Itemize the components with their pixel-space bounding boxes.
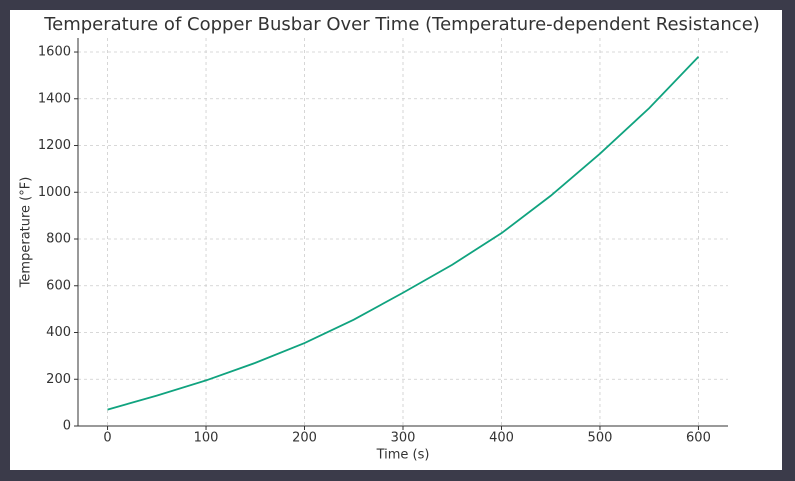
- chart-background: [10, 10, 782, 470]
- y-tick-label: 200: [46, 372, 71, 387]
- y-tick-label: 600: [46, 278, 71, 293]
- chart-title: Temperature of Copper Busbar Over Time (…: [43, 14, 760, 35]
- x-tick-label: 0: [103, 431, 111, 446]
- y-tick-label: 1000: [38, 185, 71, 200]
- y-tick-label: 1400: [38, 91, 71, 106]
- x-tick-label: 100: [194, 431, 219, 446]
- y-tick-label: 800: [46, 232, 71, 247]
- x-tick-label: 300: [391, 431, 416, 446]
- x-tick-label: 400: [489, 431, 514, 446]
- x-tick-label: 500: [588, 431, 613, 446]
- y-axis-label: Temperature (°F): [19, 177, 34, 289]
- y-tick-label: 0: [63, 419, 71, 434]
- data-line: [107, 56, 700, 411]
- x-axis-label: Time (s): [376, 448, 430, 463]
- x-tick-label: 600: [686, 431, 711, 446]
- y-tick-label: 1200: [38, 138, 71, 153]
- y-tick-label: 1600: [38, 45, 71, 60]
- y-tick-label: 400: [46, 325, 71, 340]
- x-tick-label: 200: [292, 431, 317, 446]
